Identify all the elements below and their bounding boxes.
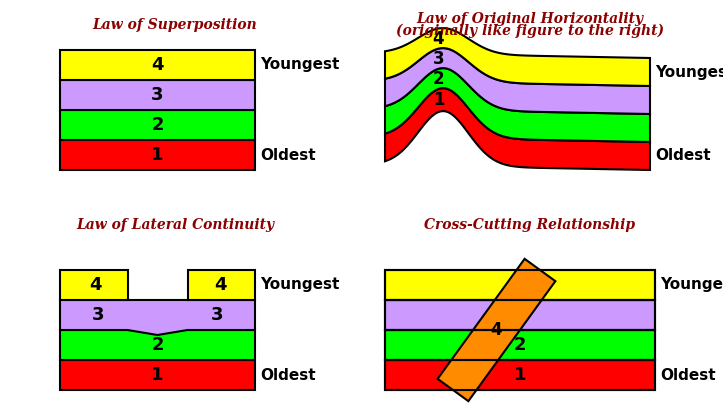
Bar	[385, 330, 655, 360]
Polygon shape	[60, 270, 127, 300]
Bar	[385, 330, 655, 360]
Text: 1: 1	[151, 366, 163, 384]
Polygon shape	[60, 300, 255, 335]
Text: Law of Original Horizontality: Law of Original Horizontality	[416, 12, 643, 26]
Text: 5: 5	[514, 276, 526, 294]
Text: 3: 3	[514, 306, 526, 324]
Bar	[385, 360, 655, 390]
Polygon shape	[385, 88, 650, 170]
Polygon shape	[437, 259, 555, 401]
Text: 4: 4	[89, 276, 101, 294]
Text: 3: 3	[151, 86, 163, 104]
Text: 1: 1	[151, 146, 163, 164]
Text: Youngest: Youngest	[260, 278, 339, 292]
Text: 3: 3	[92, 306, 104, 324]
Text: 2: 2	[151, 116, 163, 134]
Text: Youngest: Youngest	[655, 65, 723, 79]
Bar	[385, 360, 655, 390]
Bar	[385, 300, 655, 330]
Text: Oldest: Oldest	[660, 368, 716, 383]
Text: 1: 1	[432, 92, 444, 110]
Text: 4: 4	[491, 321, 502, 339]
Text: Cross-Cutting Relationship: Cross-Cutting Relationship	[424, 218, 636, 232]
Text: 4: 4	[151, 56, 163, 74]
Text: Law of Lateral Continuity: Law of Lateral Continuity	[76, 218, 274, 232]
Text: 2: 2	[514, 336, 526, 354]
Bar	[60, 330, 255, 360]
Bar	[60, 50, 255, 80]
Text: Youngest: Youngest	[260, 58, 339, 73]
Polygon shape	[385, 68, 650, 142]
Polygon shape	[385, 48, 650, 114]
Text: Law of Superposition: Law of Superposition	[93, 18, 257, 32]
Polygon shape	[385, 28, 650, 86]
Text: (originally like figure to the right): (originally like figure to the right)	[396, 24, 664, 38]
Text: Oldest: Oldest	[260, 147, 316, 163]
Text: 4: 4	[214, 276, 226, 294]
Text: Oldest: Oldest	[260, 368, 316, 383]
Text: Youngest: Youngest	[660, 278, 723, 292]
Bar	[385, 270, 655, 300]
Bar	[385, 270, 655, 300]
Text: 2: 2	[151, 336, 163, 354]
Polygon shape	[187, 270, 255, 300]
Text: 3: 3	[210, 306, 223, 324]
Text: 3: 3	[432, 50, 444, 68]
Bar	[60, 80, 255, 110]
Bar	[60, 110, 255, 140]
Text: 2: 2	[432, 70, 444, 88]
Bar	[60, 140, 255, 170]
Bar	[60, 360, 255, 390]
Text: Oldest: Oldest	[655, 149, 711, 163]
Text: 1: 1	[514, 366, 526, 384]
Text: 4: 4	[432, 29, 444, 47]
Bar	[385, 300, 655, 330]
